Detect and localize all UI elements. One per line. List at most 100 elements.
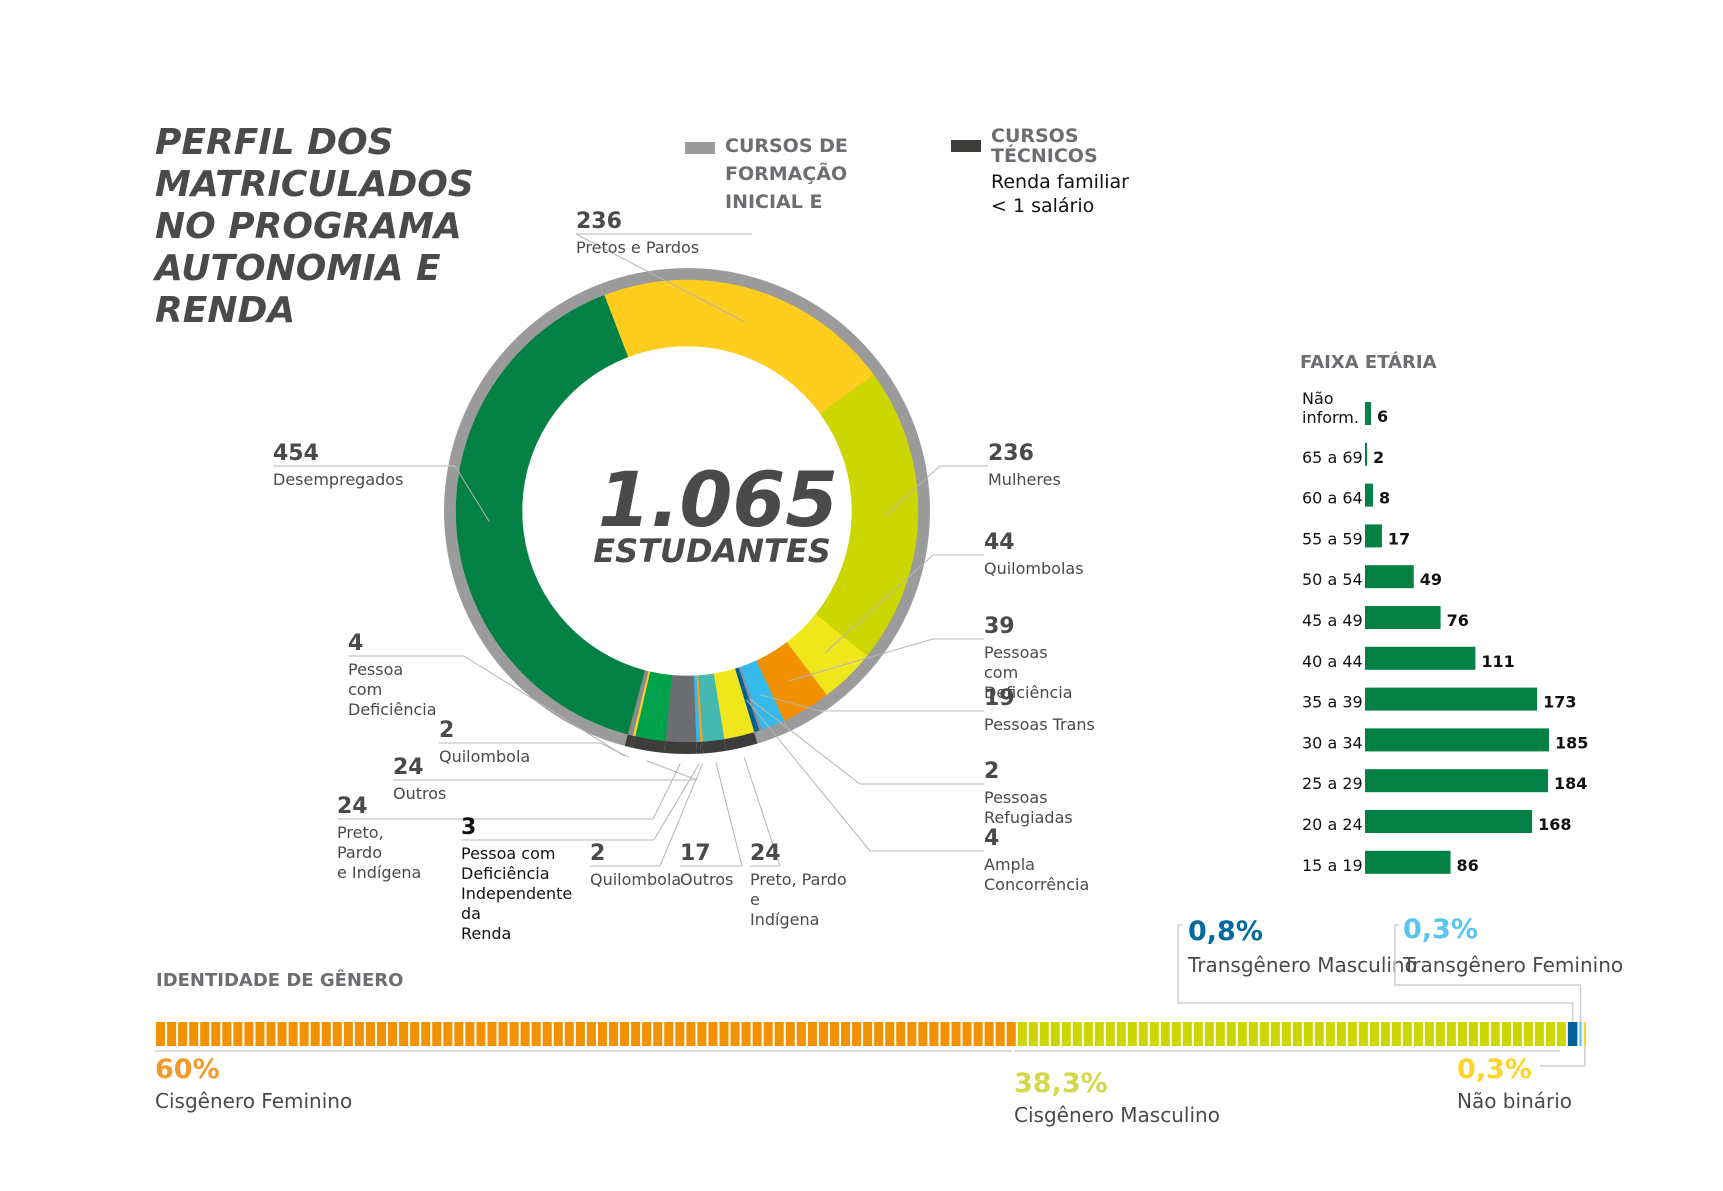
gender-cell: [1127, 1022, 1137, 1046]
gender-cell: [432, 1022, 442, 1046]
ring-segment-tecnico: [696, 740, 701, 754]
gender-cell: [343, 1022, 353, 1046]
leader-line: [575, 233, 744, 322]
age-bar-value: 8: [1379, 489, 1390, 508]
gender-cell: [653, 1022, 663, 1046]
donut-label-text: Pessoa com Deficiência Independente da Renda: [461, 844, 572, 943]
legend-swatch-tecnico: [951, 140, 981, 152]
donut-slice[interactable]: [603, 279, 875, 415]
gender-cell: [874, 1022, 884, 1046]
gender-cell: [918, 1022, 928, 1046]
gender-cell: [1490, 1022, 1500, 1046]
gender-cell: [321, 1022, 331, 1046]
donut-label-text: Quilombola: [590, 870, 681, 889]
gender-cell: [1523, 1022, 1533, 1046]
gender-cell: [1072, 1022, 1082, 1046]
age-category-label: 60 a 64: [1302, 489, 1363, 508]
gender-cell: [1248, 1022, 1258, 1046]
gender-cell: [852, 1022, 862, 1046]
gender-cell: [1160, 1022, 1170, 1046]
gender-cell: [995, 1022, 1005, 1046]
age-bar[interactable]: [1365, 769, 1549, 793]
age-bar[interactable]: [1365, 402, 1371, 425]
gender-percent: 38,3%: [1014, 1068, 1108, 1099]
connector-nao-binario: [1540, 1046, 1586, 1067]
gender-cell: [178, 1022, 188, 1046]
donut-label-text: Mulheres: [988, 470, 1061, 489]
gender-cell: [620, 1022, 630, 1046]
gender-percent: 60%: [155, 1054, 220, 1085]
gender-cell: [785, 1022, 795, 1046]
gender-cell: [1083, 1022, 1093, 1046]
age-bar[interactable]: [1365, 687, 1538, 711]
age-bar[interactable]: [1365, 565, 1414, 589]
donut-chart: [444, 267, 930, 754]
gender-cell: [332, 1022, 342, 1046]
gender-cell: [1457, 1022, 1467, 1046]
gender-cell: [929, 1022, 939, 1046]
ring-segment-tecnico: [702, 738, 727, 754]
gender-cell: [719, 1022, 729, 1046]
age-bar[interactable]: [1365, 810, 1533, 833]
donut-label-value: 2: [439, 718, 454, 743]
gender-cell: [1116, 1022, 1126, 1046]
age-category-label: Não inform.: [1302, 389, 1359, 427]
age-bar[interactable]: [1365, 606, 1441, 629]
leader-line: [463, 655, 626, 757]
donut-label-value: 454: [273, 441, 319, 466]
gender-cell: [686, 1022, 696, 1046]
gender-cell: [829, 1022, 840, 1046]
age-bar[interactable]: [1365, 728, 1549, 752]
gender-cell: [863, 1022, 873, 1046]
gender-cell: [774, 1022, 784, 1046]
leader-line: [884, 465, 941, 517]
total-value: 1.065: [598, 455, 838, 544]
gender-cell: [211, 1022, 221, 1046]
ring-segment-fic: [826, 655, 877, 705]
gender-cell: [399, 1022, 409, 1046]
donut-label-text: Pretos e Pardos: [576, 238, 699, 257]
gender-cell: [586, 1022, 596, 1046]
age-bar[interactable]: [1365, 483, 1373, 507]
gender-cell: [796, 1022, 806, 1046]
donut-label-text: Preto, Pardo e Indígena: [337, 823, 421, 882]
age-bar-value: 86: [1457, 856, 1479, 875]
gender-cell: [189, 1022, 199, 1046]
donut-label-value: 44: [984, 530, 1015, 555]
gender-cell: [354, 1022, 364, 1046]
gender-cell: [575, 1022, 585, 1046]
gender-cell: [553, 1022, 563, 1046]
age-bar[interactable]: [1365, 442, 1367, 466]
age-bar-value: 17: [1388, 529, 1410, 548]
gender-cell: [1369, 1022, 1379, 1046]
gender-cell: [1358, 1022, 1368, 1046]
gender-cell: [487, 1022, 497, 1046]
gender-cell: [1336, 1022, 1346, 1046]
age-bar[interactable]: [1365, 850, 1451, 874]
gender-cell: [277, 1022, 287, 1046]
gender-cell: [664, 1022, 674, 1046]
age-category-label: 50 a 54: [1302, 570, 1363, 589]
age-bar[interactable]: [1365, 524, 1382, 548]
leader-line: [646, 760, 698, 781]
gender-category-label: Transgênero Feminino: [1402, 953, 1623, 977]
age-bar[interactable]: [1365, 646, 1476, 670]
age-bar-value: 6: [1377, 407, 1388, 426]
gender-cell: [1567, 1022, 1578, 1046]
gender-cell: [608, 1022, 619, 1046]
gender-cell: [1281, 1022, 1291, 1046]
gender-cell: [244, 1022, 254, 1046]
gender-cell: [1105, 1022, 1115, 1046]
gender-cell: [642, 1022, 652, 1046]
donut-slice[interactable]: [455, 295, 645, 735]
gender-cell: [200, 1022, 210, 1046]
leader-line: [749, 698, 861, 785]
age-bar-value: 111: [1481, 652, 1514, 671]
donut-label-value: 17: [680, 841, 711, 866]
ring-segment-tecnico: [699, 740, 704, 754]
gender-bar: 60% Cisgênero Feminino 38,3% Cisgênero Masc…: [155, 914, 1623, 1127]
donut-label-text: Pessoas Trans: [984, 715, 1095, 734]
donut-label-value: 24: [750, 841, 781, 866]
gender-cell: [1050, 1022, 1060, 1046]
gender-cell: [299, 1022, 309, 1046]
